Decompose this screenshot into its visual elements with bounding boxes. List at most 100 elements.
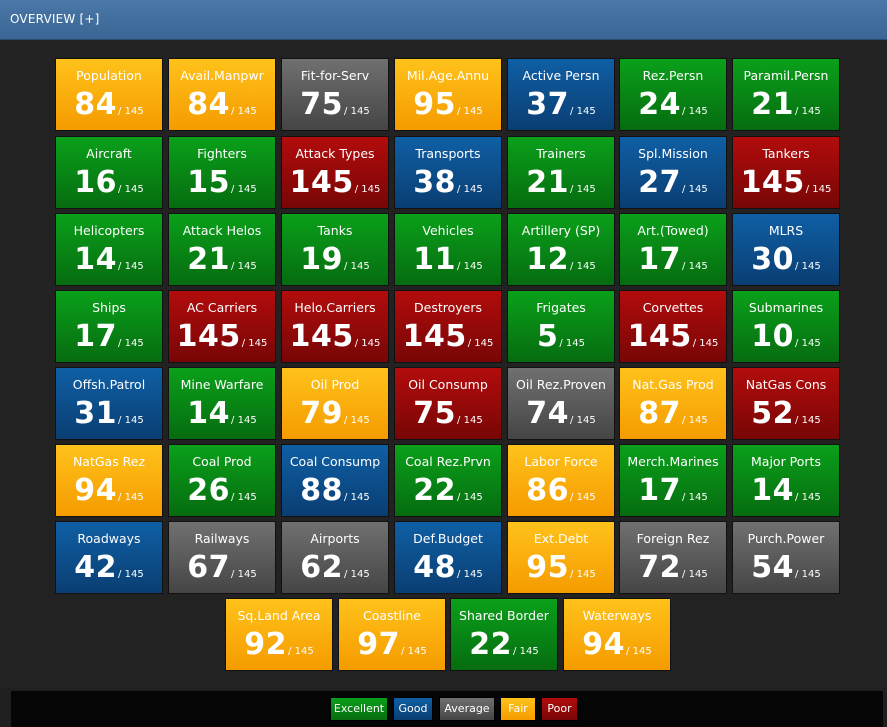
stat-tile-foreign-rez[interactable]: Foreign Rez 72/ 145 [619,521,727,594]
stat-tile-total: / 145 [241,338,268,349]
stat-tile-value: 26 [187,473,231,508]
stat-tile-rank: 15/ 145 [169,165,275,200]
stat-tile-rank: 94/ 145 [56,473,162,508]
stat-tile-value: 67 [187,550,231,585]
stat-tile-mil-age-annu[interactable]: Mil.Age.Annu 95/ 145 [394,58,502,131]
stat-tile-value: 21 [526,165,570,200]
stat-tile-total: / 145 [354,338,381,349]
stat-tile-submarines[interactable]: Submarines 10/ 145 [732,290,840,363]
stat-tile-destroyers[interactable]: Destroyers 145/ 145 [394,290,502,363]
stat-tile-fighters[interactable]: Fighters 15/ 145 [168,136,276,209]
stat-tile-paramil-persn[interactable]: Paramil.Persn 21/ 145 [732,58,840,131]
stat-tile-label: Fighters [197,146,247,161]
stat-tile-labor-force[interactable]: Labor Force 86/ 145 [507,444,615,517]
stat-tile-rank: 86/ 145 [508,473,614,508]
stat-tile-label: Railways [194,531,250,546]
stat-tile-helicopters[interactable]: Helicopters 14/ 145 [55,213,163,286]
stat-tile-label: Nat.Gas Prod [632,377,714,392]
stat-tile-sq-land-area[interactable]: Sq.Land Area 92/ 145 [225,598,333,671]
stat-tile-natgas-rez[interactable]: NatGas Rez 94/ 145 [55,444,163,517]
stat-tile-natgas-cons[interactable]: NatGas Cons 52/ 145 [732,367,840,440]
stat-tile-value: 74 [526,396,570,431]
stat-tile-rank: 97/ 145 [339,627,445,662]
stat-tile-label: Transports [415,146,481,161]
overview-toggle-title[interactable]: OVERVIEW [+] [10,12,100,26]
stat-tile-active-persn[interactable]: Active Persn 37/ 145 [507,58,615,131]
stat-tile-purch-power[interactable]: Purch.Power 54/ 145 [732,521,840,594]
stat-tile-avail-manpwr[interactable]: Avail.Manpwr 84/ 145 [168,58,276,131]
stat-tile-rank: 145/ 145 [282,319,388,354]
stat-tile-total: / 145 [231,106,257,117]
stat-tile-value: 11 [413,242,457,277]
stat-tile-major-ports[interactable]: Major Ports 14/ 145 [732,444,840,517]
stat-tile-value: 27 [638,165,682,200]
stat-tile-value: 14 [751,473,795,508]
stat-tile-rank: 84/ 145 [169,87,275,122]
stat-tile-value: 97 [357,627,401,662]
stat-tile-coal-prod[interactable]: Coal Prod 26/ 145 [168,444,276,517]
stat-tile-trainers[interactable]: Trainers 21/ 145 [507,136,615,209]
stat-tile-label: Trainers [536,146,586,161]
stat-tile-rank: 17/ 145 [56,319,162,354]
stat-tile-vehicles[interactable]: Vehicles 11/ 145 [394,213,502,286]
stat-tile-value: 42 [74,550,118,585]
stat-tile-ext-debt[interactable]: Ext.Debt 95/ 145 [507,521,615,594]
stat-tile-def-budget[interactable]: Def.Budget 48/ 145 [394,521,502,594]
stat-tile-artillery-sp[interactable]: Artillery (SP) 12/ 145 [507,213,615,286]
stat-tile-rez-persn[interactable]: Rez.Persn 24/ 145 [619,58,727,131]
stat-tile-coal-consump[interactable]: Coal Consump 88/ 145 [281,444,389,517]
stat-tile-grid: Population 84/ 145 Avail.Manpwr 84/ 145 Fit-… [0,40,887,688]
stat-tile-nat-gas-prod[interactable]: Nat.Gas Prod 87/ 145 [619,367,727,440]
stat-tile-rank: 79/ 145 [282,396,388,431]
stat-tile-spl-mission[interactable]: Spl.Mission 27/ 145 [619,136,727,209]
stat-tile-aircraft[interactable]: Aircraft 16/ 145 [55,136,163,209]
stat-tile-tankers[interactable]: Tankers 145/ 145 [732,136,840,209]
stat-tile-mine-warfare[interactable]: Mine Warfare 14/ 145 [168,367,276,440]
stat-tile-total: / 145 [570,415,596,426]
stat-tile-label: Active Persn [522,68,600,83]
stat-tile-oil-rez-proven[interactable]: Oil Rez.Proven 74/ 145 [507,367,615,440]
stat-tile-oil-consump[interactable]: Oil Consump 75/ 145 [394,367,502,440]
stat-tile-label: Population [76,68,142,83]
stat-tile-total: / 145 [118,338,144,349]
stat-tile-total: / 145 [118,184,144,195]
stat-tile-coal-rez-prvn[interactable]: Coal Rez.Prvn 22/ 145 [394,444,502,517]
stat-tile-oil-prod[interactable]: Oil Prod 79/ 145 [281,367,389,440]
stat-tile-offsh-patrol[interactable]: Offsh.Patrol 31/ 145 [55,367,163,440]
stat-tile-rank: 26/ 145 [169,473,275,508]
stat-tile-transports[interactable]: Transports 38/ 145 [394,136,502,209]
stat-tile-ac-carriers[interactable]: AC Carriers 145/ 145 [168,290,276,363]
stat-tile-helo-carriers[interactable]: Helo.Carriers 145/ 145 [281,290,389,363]
stat-tile-mlrs[interactable]: MLRS 30/ 145 [732,213,840,286]
stat-tile-art-towed[interactable]: Art.(Towed) 17/ 145 [619,213,727,286]
legend-bar: Excellent Good Average Fair Poor [11,691,883,727]
stat-tile-tanks[interactable]: Tanks 19/ 145 [281,213,389,286]
stat-tile-label: Submarines [748,300,824,315]
stat-tile-railways[interactable]: Railways 67/ 145 [168,521,276,594]
stat-tile-fit-for-serv[interactable]: Fit-for-Serv 75/ 145 [281,58,389,131]
stat-tile-merch-marines[interactable]: Merch.Marines 17/ 145 [619,444,727,517]
stat-tile-label: Offsh.Patrol [72,377,146,392]
stat-tile-roadways[interactable]: Roadways 42/ 145 [55,521,163,594]
stat-tile-total: / 145 [795,569,821,580]
stat-tile-population[interactable]: Population 84/ 145 [55,58,163,131]
stat-tile-rank: 145/ 145 [282,165,388,200]
stat-tile-total: / 145 [795,338,821,349]
legend-poor: Poor [541,697,578,721]
stat-tile-ships[interactable]: Ships 17/ 145 [55,290,163,363]
stat-tile-value: 88 [300,473,344,508]
stat-tile-total: / 145 [682,184,708,195]
stat-tile-attack-helos[interactable]: Attack Helos 21/ 145 [168,213,276,286]
stat-tile-shared-border[interactable]: Shared Border 22/ 145 [450,598,558,671]
stat-tile-attack-types[interactable]: Attack Types 145/ 145 [281,136,389,209]
stat-tile-value: 17 [74,319,118,354]
stat-tile-corvettes[interactable]: Corvettes 145/ 145 [619,290,727,363]
stat-tile-waterways[interactable]: Waterways 94/ 145 [563,598,671,671]
stat-tile-coastline[interactable]: Coastline 97/ 145 [338,598,446,671]
stat-tile-label: NatGas Cons [745,377,827,392]
stat-tile-label: Airports [310,531,360,546]
stat-tile-frigates[interactable]: Frigates 5/ 145 [507,290,615,363]
stat-tile-total: / 145 [344,106,370,117]
stat-tile-total: / 145 [570,106,596,117]
stat-tile-airports[interactable]: Airports 62/ 145 [281,521,389,594]
